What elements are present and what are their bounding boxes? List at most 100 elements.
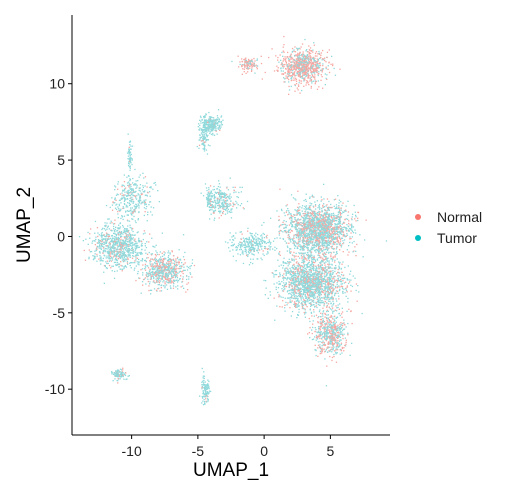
point-tumor [339,331,341,333]
point-normal [306,238,308,240]
point-normal [127,258,129,260]
point-tumor [135,257,137,259]
point-normal [336,343,338,345]
point-tumor [120,233,122,235]
point-tumor [296,265,298,267]
point-tumor [328,247,330,249]
point-normal [150,265,152,267]
point-normal [154,265,156,267]
point-tumor [328,218,330,221]
point-tumor [311,231,314,233]
point-normal [339,244,341,246]
point-tumor [143,214,145,217]
point-tumor [101,238,103,240]
point-normal [298,270,300,272]
point-normal [279,188,281,190]
point-tumor [336,206,338,208]
point-tumor [331,337,333,339]
point-normal [303,56,306,58]
point-tumor [317,243,319,245]
point-normal [290,61,292,63]
point-tumor [293,289,295,292]
point-normal [333,278,335,280]
point-tumor [351,342,353,344]
point-normal [264,71,266,74]
point-tumor [228,247,230,249]
point-tumor [203,146,206,148]
point-normal [307,287,309,290]
point-normal [331,346,333,349]
point-tumor [340,268,342,270]
point-tumor [310,252,312,254]
point-tumor [239,254,242,256]
point-tumor [327,231,329,233]
point-normal [309,59,311,61]
point-tumor [322,229,324,231]
point-tumor [337,286,339,288]
point-tumor [252,237,254,239]
point-tumor [245,245,247,247]
point-tumor [289,267,291,269]
point-tumor [328,277,330,279]
point-normal [322,253,324,255]
point-tumor [110,220,112,222]
point-tumor [330,207,332,209]
point-normal [332,64,334,67]
point-tumor [317,264,320,266]
point-normal [310,85,312,88]
point-tumor [107,250,109,252]
point-tumor [98,240,100,242]
point-normal [343,222,346,224]
point-tumor [307,239,310,241]
point-normal [292,215,294,218]
point-normal [310,241,312,243]
point-tumor [253,247,255,250]
point-tumor [100,240,102,242]
point-tumor [202,148,204,150]
point-normal [283,273,285,275]
point-tumor [211,201,213,203]
point-tumor [320,69,322,71]
point-normal [314,240,317,242]
point-tumor [129,244,132,246]
point-tumor [289,289,291,292]
point-tumor [341,287,344,290]
point-tumor [201,402,203,404]
point-tumor [145,199,147,201]
point-tumor [335,298,337,300]
point-tumor [345,326,347,328]
point-normal [328,283,330,285]
point-normal [332,257,334,259]
point-normal [309,55,311,57]
point-tumor [309,237,311,240]
point-normal [287,68,289,70]
point-tumor [317,214,319,216]
point-tumor [290,223,292,225]
point-normal [127,257,129,259]
point-normal [125,234,128,236]
point-tumor [78,236,81,238]
point-tumor [207,398,209,400]
point-tumor [311,329,313,331]
point-tumor [236,202,238,204]
point-tumor [344,337,346,339]
point-tumor [318,65,320,67]
point-tumor [117,213,119,215]
point-tumor [349,273,351,275]
point-normal [185,291,187,293]
point-normal [304,77,306,79]
point-normal [295,77,297,79]
point-tumor [140,292,142,294]
point-tumor [299,253,301,255]
point-normal [345,281,347,283]
point-tumor [204,115,206,117]
point-normal [365,219,367,221]
point-tumor [319,218,321,220]
point-tumor [311,283,313,285]
point-tumor [125,238,128,240]
point-tumor [320,268,322,270]
point-normal [307,237,309,239]
point-tumor [213,117,215,119]
point-tumor [199,134,201,137]
point-tumor [310,267,312,269]
